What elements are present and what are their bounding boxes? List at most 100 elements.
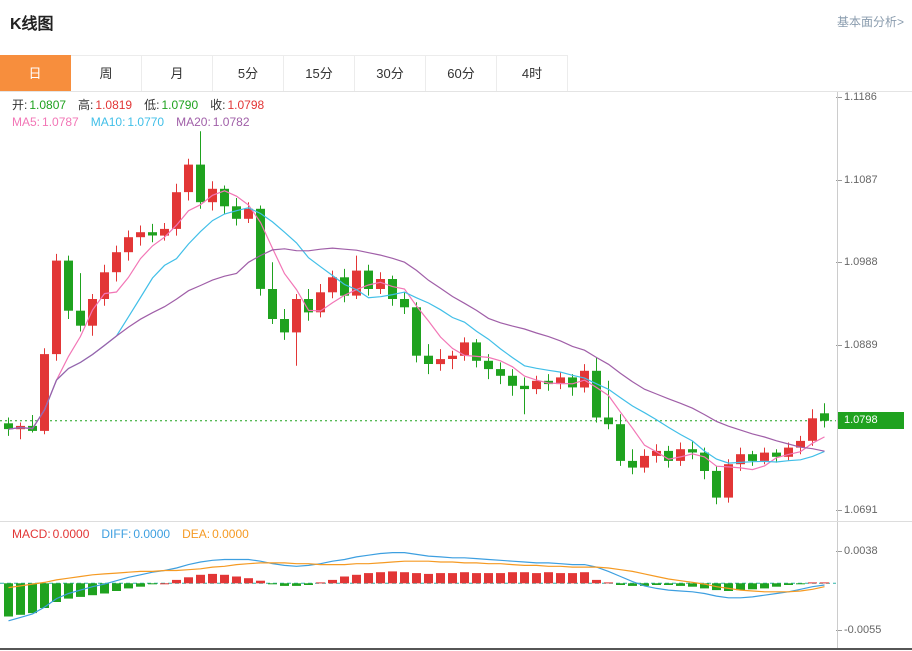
diff-line	[8, 552, 825, 622]
diff-value: 0.0000	[133, 527, 171, 541]
candle	[808, 409, 817, 446]
candle	[232, 198, 241, 226]
candlestick-chart[interactable]	[0, 92, 836, 521]
y-axis-label: 1.1186	[844, 91, 877, 104]
macd-bar	[520, 572, 529, 584]
main-y-axis: 1.1186 1.1087 1.0988 1.0889 1.0691	[836, 91, 912, 521]
candle	[460, 337, 469, 361]
macd-bar	[760, 583, 769, 589]
bottom-border	[0, 648, 912, 650]
macd-bar	[232, 576, 241, 584]
candle	[424, 344, 433, 375]
diff-label: DIFF:	[101, 527, 132, 541]
macd-bar	[640, 583, 649, 586]
ma5-label: MA5:	[12, 115, 41, 129]
candle	[88, 294, 97, 336]
candle	[700, 447, 709, 480]
macd-region: MACD: 0.0000 DIFF: 0.0000 DEA: 0.0000 0.0038-…	[0, 522, 912, 648]
candle	[112, 245, 121, 282]
candle	[340, 268, 349, 303]
macd-bar	[424, 573, 433, 584]
candle	[148, 223, 157, 243]
candle	[400, 292, 409, 314]
candle	[472, 339, 481, 368]
tab-week[interactable]: 周	[71, 55, 142, 91]
candle	[628, 449, 637, 475]
candle	[448, 350, 457, 370]
ohlc-info: 开: 1.0807 高: 1.0819 低: 1.0790 收: 1.0798	[12, 96, 276, 113]
candle	[724, 459, 733, 503]
candle	[304, 289, 313, 321]
macd-bar	[40, 583, 49, 608]
ma20-value: 1.0782	[212, 115, 250, 129]
macd-bar	[508, 572, 517, 584]
candle	[640, 449, 649, 473]
macd-bar	[616, 583, 625, 585]
axis-tick	[836, 510, 842, 512]
macd-bar	[280, 583, 289, 586]
macd-bar	[268, 583, 277, 585]
candle	[256, 205, 265, 296]
ma5-line	[8, 190, 825, 471]
tab-30min[interactable]: 30分	[355, 55, 426, 91]
tab-15min[interactable]: 15分	[284, 55, 355, 91]
macd-bar	[100, 583, 109, 594]
tab-60min[interactable]: 60分	[426, 55, 497, 91]
ma20-label: MA20:	[176, 115, 211, 129]
candle	[532, 375, 541, 395]
tab-month[interactable]: 月	[142, 55, 213, 91]
macd-bar	[436, 573, 445, 584]
axis-tick	[836, 97, 842, 98]
macd-bar	[340, 576, 349, 584]
ma10-label: MA10:	[90, 115, 126, 129]
ma5-value: 1.0787	[42, 115, 79, 129]
candle	[172, 183, 181, 236]
macd-bar	[460, 572, 469, 584]
candle	[52, 253, 61, 361]
candle	[124, 230, 133, 261]
candle	[568, 374, 577, 396]
macd-bar	[700, 583, 709, 589]
page-title: K线图	[10, 16, 54, 33]
candle	[784, 442, 793, 461]
candle	[352, 255, 361, 299]
macd-bar	[364, 573, 373, 584]
macd-y-axis: 0.0038 -0.0055	[836, 522, 912, 648]
candle	[508, 369, 517, 396]
candle	[316, 284, 325, 318]
macd-bar	[184, 577, 193, 584]
candle	[136, 225, 145, 246]
tab-day[interactable]: 日	[0, 55, 71, 91]
macd-bar	[124, 583, 133, 589]
macd-bar	[496, 573, 505, 584]
tab-4hour[interactable]: 4时	[497, 55, 568, 91]
candle	[100, 264, 109, 306]
macd-bar	[604, 582, 613, 584]
axis-tick	[836, 179, 842, 181]
candle	[820, 403, 829, 428]
y-axis-label: 1.0691	[844, 504, 878, 517]
macd-bar	[400, 572, 409, 584]
macd-bar	[172, 579, 181, 584]
macd-chart[interactable]	[0, 522, 836, 648]
fundamental-analysis-link[interactable]: 基本面分析>	[836, 15, 904, 29]
axis-tick	[836, 344, 842, 346]
macd-bar	[64, 583, 73, 599]
main-chart-region: 开: 1.0807 高: 1.0819 低: 1.0790 收: 1.0798 MA5: 1.0…	[0, 91, 912, 521]
macd-bar	[16, 583, 25, 615]
candle	[520, 377, 529, 415]
candle	[16, 422, 25, 440]
macd-bar	[580, 572, 589, 584]
macd-bar	[376, 572, 385, 584]
candle	[556, 372, 565, 390]
macd-bar	[484, 573, 493, 584]
dea-label: DEA:	[182, 527, 211, 541]
low-value: 1.0790	[161, 98, 199, 112]
macd-bar	[292, 583, 301, 586]
candle	[184, 158, 193, 201]
macd-bar	[628, 583, 637, 586]
tab-5min[interactable]: 5分	[213, 55, 284, 91]
macd-bar	[736, 583, 745, 591]
macd-bar	[808, 582, 817, 584]
macd-bar	[592, 579, 601, 584]
